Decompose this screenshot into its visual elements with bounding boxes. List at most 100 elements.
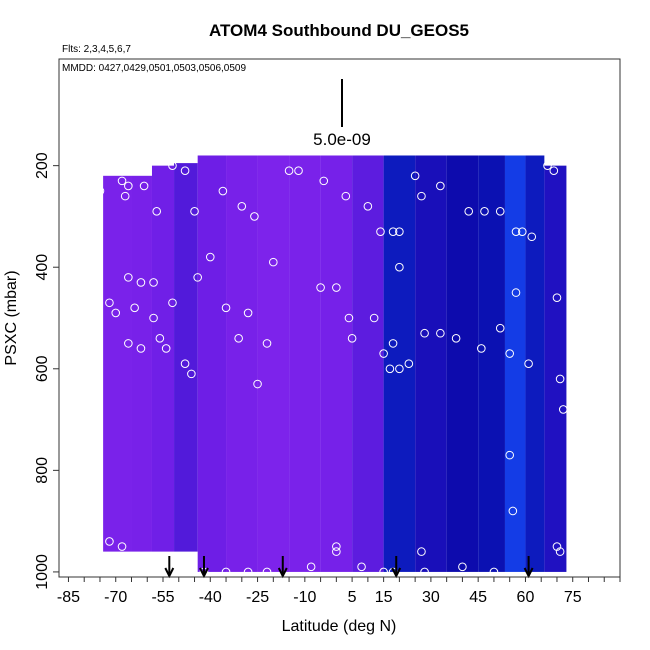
sample-point [458, 562, 467, 572]
heat-column [131, 175, 152, 552]
sample-point [92, 328, 102, 338]
sample-point [316, 283, 325, 292]
x-tick-label: 15 [375, 589, 393, 606]
sample-point [379, 349, 388, 358]
x-tick-label: -55 [151, 589, 174, 606]
sample-point [306, 562, 316, 572]
sample-point [319, 176, 329, 186]
sample-point [558, 405, 568, 414]
sample-point [250, 212, 259, 221]
sample-point [552, 293, 562, 302]
sample-point [205, 252, 215, 262]
sample-point [193, 273, 202, 282]
plot-frame [58, 58, 621, 578]
sample-point [253, 379, 262, 389]
y-tick-label: 800 [34, 457, 51, 484]
sample-point [284, 166, 294, 176]
y-tick-label: 600 [34, 355, 51, 382]
sample-point [332, 542, 341, 551]
sample-point [67, 181, 76, 191]
sample-point [395, 364, 404, 374]
sample-point [417, 191, 426, 201]
sample-point [395, 227, 404, 236]
sample-point [347, 334, 357, 343]
sample-point [79, 181, 89, 191]
sample-point [221, 567, 231, 577]
sample-point [480, 207, 489, 216]
x-tick-label: 5 [348, 589, 357, 606]
heat-column [525, 155, 545, 572]
sample-point [511, 288, 521, 297]
heat-column [103, 175, 132, 552]
heat-column [257, 155, 290, 572]
heatmap-field [103, 155, 567, 572]
sample-point [511, 227, 521, 236]
x-tick-label: -85 [57, 589, 80, 606]
sample-point [221, 303, 231, 313]
sample-point [341, 191, 351, 201]
x-axis-label: Latitude (deg N) [282, 618, 397, 635]
sample-point [436, 328, 445, 338]
sample-point [149, 278, 158, 287]
sample-point [105, 537, 114, 546]
sample-point [332, 547, 341, 556]
sample-point [395, 262, 404, 272]
sample-point [161, 344, 171, 353]
heat-column [504, 155, 526, 572]
sample-point [420, 328, 429, 338]
heat-column [446, 155, 479, 572]
flight-arrow [523, 556, 534, 579]
sample-point [543, 161, 552, 170]
sample-point [136, 278, 146, 287]
sample-point [262, 339, 272, 348]
flight-arrow [164, 556, 175, 579]
sample-point [92, 547, 102, 556]
sample-point [417, 547, 426, 556]
sample-point [124, 339, 133, 348]
sample-point [344, 313, 354, 323]
sample-point [376, 227, 385, 236]
sample-point [95, 186, 105, 196]
sample-point [269, 257, 278, 267]
sample-point [136, 344, 146, 353]
sample-point [158, 557, 168, 567]
sample-point [363, 201, 373, 211]
x-tick-label: 30 [422, 589, 440, 606]
heat-column [320, 155, 353, 572]
y-axis-label: PSXC (mbar) [3, 270, 20, 365]
sample-point [149, 313, 158, 323]
sample-point [262, 567, 272, 577]
flight-arrow [391, 556, 402, 579]
sample-point [505, 450, 514, 460]
sample-point [420, 567, 429, 577]
sample-point [124, 181, 133, 191]
heat-column [226, 155, 258, 572]
heat-column [289, 155, 321, 572]
sample-point [117, 176, 127, 186]
dates-note: MMDD: 0427,0429,0501,0503,0506,0509 [62, 63, 246, 74]
sample-point [388, 227, 398, 236]
sample-point [555, 547, 565, 556]
sample-points [67, 161, 568, 577]
sample-point [294, 166, 303, 176]
heat-column [544, 165, 567, 572]
sample-point [524, 359, 533, 369]
sample-point [111, 308, 121, 318]
sample-point [124, 273, 133, 282]
x-tick-label: 75 [564, 589, 582, 606]
x-tick-label: -70 [104, 589, 127, 606]
sample-point [451, 334, 461, 343]
sample-point [410, 171, 420, 181]
x-tick-label: -25 [246, 589, 269, 606]
y-axis: 200 400 600 800 1000 [34, 152, 59, 590]
sample-point [168, 298, 177, 308]
sample-point [505, 349, 514, 358]
heat-column [197, 155, 227, 572]
sample-point [379, 567, 388, 577]
sample-point [357, 562, 366, 572]
heat-column [478, 155, 505, 572]
heat-column [151, 165, 175, 552]
y-tick-label: 200 [34, 152, 51, 179]
heat-column [174, 163, 198, 552]
